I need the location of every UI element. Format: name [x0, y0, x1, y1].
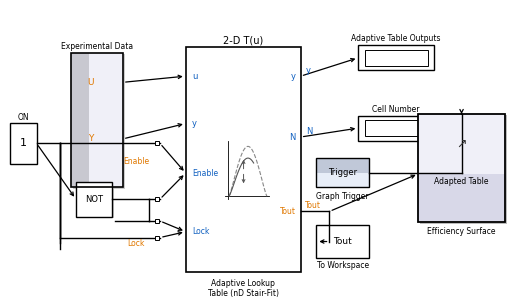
- Text: U: U: [87, 78, 94, 87]
- Text: 2-D T(u): 2-D T(u): [223, 35, 263, 45]
- Text: y: y: [192, 119, 197, 128]
- Text: Lock: Lock: [127, 239, 145, 248]
- Text: 1: 1: [20, 138, 27, 148]
- FancyBboxPatch shape: [418, 114, 505, 174]
- Text: y: y: [306, 66, 311, 75]
- FancyBboxPatch shape: [365, 50, 428, 66]
- FancyBboxPatch shape: [73, 54, 125, 189]
- Text: Enable: Enable: [123, 157, 149, 166]
- Text: N: N: [306, 127, 312, 136]
- FancyBboxPatch shape: [316, 225, 369, 258]
- Text: NOT: NOT: [85, 195, 103, 204]
- Text: Y: Y: [88, 134, 93, 144]
- Text: Lock: Lock: [192, 227, 209, 236]
- Text: Trigger: Trigger: [328, 168, 357, 177]
- Text: Enable: Enable: [192, 169, 218, 178]
- FancyBboxPatch shape: [10, 123, 37, 164]
- Text: Graph Trigger: Graph Trigger: [316, 192, 369, 201]
- Text: To Workspace: To Workspace: [316, 261, 369, 270]
- Text: Tout: Tout: [279, 207, 295, 216]
- FancyBboxPatch shape: [71, 53, 89, 187]
- FancyBboxPatch shape: [358, 45, 434, 70]
- Text: Adapted Table: Adapted Table: [434, 177, 489, 186]
- FancyBboxPatch shape: [186, 47, 301, 272]
- Text: Adaptive Table Outputs: Adaptive Table Outputs: [351, 34, 441, 43]
- FancyBboxPatch shape: [316, 173, 369, 187]
- Text: u: u: [192, 72, 197, 81]
- Text: Experimental Data: Experimental Data: [61, 42, 133, 51]
- FancyBboxPatch shape: [358, 116, 434, 141]
- Text: Cell Number: Cell Number: [372, 105, 420, 114]
- FancyBboxPatch shape: [420, 115, 507, 224]
- FancyBboxPatch shape: [365, 120, 428, 136]
- Text: N: N: [289, 132, 295, 141]
- Text: y: y: [290, 72, 295, 81]
- Text: Efficiency Surface: Efficiency Surface: [427, 227, 496, 236]
- Text: ↗: ↗: [456, 138, 467, 151]
- FancyBboxPatch shape: [76, 181, 112, 217]
- FancyBboxPatch shape: [418, 174, 505, 222]
- Text: Adaptive Lookup
Table (nD Stair-Fit): Adaptive Lookup Table (nD Stair-Fit): [208, 279, 279, 298]
- FancyBboxPatch shape: [89, 53, 123, 187]
- FancyBboxPatch shape: [77, 182, 114, 217]
- FancyBboxPatch shape: [316, 158, 369, 173]
- Text: Tout: Tout: [333, 237, 352, 246]
- Text: ON: ON: [18, 113, 29, 122]
- Text: Tout: Tout: [305, 201, 321, 210]
